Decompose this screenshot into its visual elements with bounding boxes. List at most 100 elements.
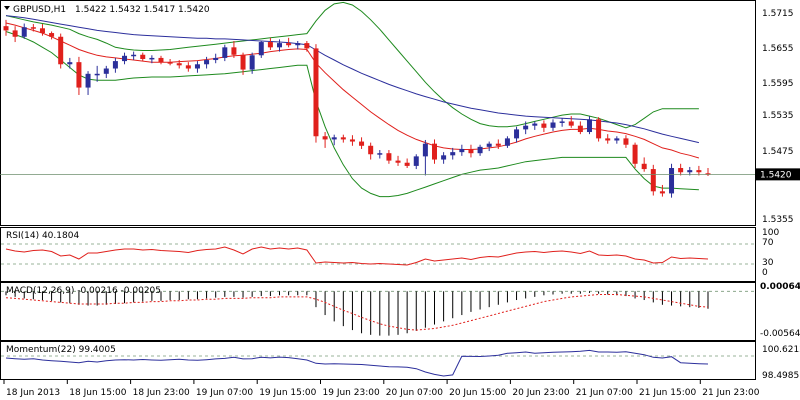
candle-body [249, 55, 255, 70]
macd-signal-line [5, 294, 709, 331]
candle-body [67, 62, 73, 65]
candle-body [541, 123, 547, 128]
candle-body [258, 42, 264, 56]
candle-body [359, 141, 365, 146]
rsi-series-line [5, 246, 709, 266]
candle-body [194, 64, 200, 69]
time-tick-label: 21 Jun 07:00 [576, 388, 633, 398]
time-tick-label: 20 Jun 23:00 [512, 388, 569, 398]
candle-body [267, 42, 273, 48]
candle-body [322, 136, 328, 140]
candle-body [331, 137, 337, 140]
momentum-panel[interactable] [0, 341, 756, 380]
bollinger-upper-band [5, 1, 699, 129]
time-axis: 18 Jun 2013 18 Jun 15:00 18 Jun 23:00 19 Ju… [3, 380, 760, 398]
candle-body [21, 27, 27, 37]
candle-body [240, 54, 246, 70]
candle-body [149, 57, 155, 60]
time-tick-label: 21 Jun 15:00 [639, 388, 696, 398]
candle-body [131, 54, 137, 57]
momentum-series-line [5, 349, 709, 377]
candle-body [85, 73, 91, 88]
candle-body [76, 62, 82, 88]
candle-body [523, 125, 529, 130]
macd-panel[interactable] [0, 282, 756, 341]
time-tick-label: 19 Jun 07:00 [196, 388, 253, 398]
macd-tick: -0.00564 [760, 329, 800, 339]
candle-body [477, 146, 483, 154]
candle-body [504, 138, 510, 146]
candle-body [368, 145, 374, 155]
rsi-tick: 100 [762, 228, 779, 238]
candle-body [669, 168, 675, 194]
candle-body [3, 26, 9, 31]
moving-average-fast [5, 22, 700, 159]
price-tick: 1.5715 [762, 9, 794, 19]
macd-tick: 0.00064 [760, 282, 800, 292]
time-tick-label: 18 Jun 2013 [6, 388, 60, 398]
current-price-tag [756, 168, 800, 181]
candle-body [167, 62, 173, 64]
candle-body [431, 143, 437, 160]
candle-body [349, 139, 355, 142]
candle-body [103, 68, 109, 74]
candle-body [559, 121, 565, 123]
moving-average-slow [5, 15, 700, 144]
candle-body [659, 191, 665, 194]
candle-body [404, 162, 410, 166]
candle-body [568, 121, 574, 126]
candle-body [413, 156, 419, 166]
time-tick-label: 18 Jun 15:00 [69, 388, 126, 398]
price-tick: 1.5535 [762, 111, 794, 121]
candle-body [632, 144, 638, 164]
candle-body [377, 153, 383, 155]
candle-body [687, 170, 693, 173]
rsi-panel[interactable] [0, 227, 756, 282]
time-tick-label: 20 Jun 07:00 [386, 388, 443, 398]
candle-body [304, 43, 310, 49]
macd-histogram [1, 290, 755, 336]
momentum-label: Momentum(22) 99.4005 [6, 345, 116, 355]
candle-body [605, 138, 611, 141]
candle-body [140, 54, 146, 59]
macd-label: MACD(12,26,9) -0.00216 -0.00205 [6, 286, 161, 296]
momentum-line [1, 349, 755, 377]
band-upper-line [5, 1, 699, 129]
rsi-tick: 70 [762, 238, 774, 248]
price-tick: 1.5475 [762, 147, 794, 157]
candle-body [185, 65, 191, 69]
candle-body [204, 60, 210, 65]
bollinger-lower-band [5, 31, 699, 198]
candle-body [395, 160, 401, 163]
chart-menu-arrow-icon[interactable] [4, 6, 10, 10]
rsi-line [5, 246, 709, 266]
current-price-label: 1.5420 [760, 170, 792, 180]
price-tick: 1.5595 [762, 79, 794, 89]
candle-body [532, 123, 538, 126]
candle-body [577, 125, 583, 133]
candle-body [514, 129, 520, 139]
price-tick: 1.5355 [762, 215, 794, 225]
candle-body [586, 119, 592, 133]
candle-body [641, 163, 647, 170]
candle-body [176, 63, 182, 66]
price-axis: 1.5715 1.5655 1.5595 1.5535 1.5475 1.535… [762, 9, 794, 225]
time-tick-label: 21 Jun 23:00 [702, 388, 759, 398]
candle-body [49, 33, 55, 37]
candle-body [550, 122, 556, 128]
main-panel[interactable] [0, 0, 756, 226]
momentum-tick: 98.4985 [762, 371, 799, 381]
candle-body [696, 170, 702, 173]
candle-body [277, 43, 283, 48]
ma-slow-line [5, 15, 700, 144]
candle-body [468, 148, 474, 154]
candle-body [340, 137, 346, 140]
macd-signal-series [5, 294, 709, 331]
ma-fast-line [5, 22, 700, 159]
candle-body [486, 143, 492, 147]
candle-body [441, 155, 447, 160]
chart-ohlc: 1.5422 1.5432 1.5417 1.5420 [75, 5, 210, 15]
momentum-tick: 100.6212 [762, 345, 800, 355]
candle-body [122, 55, 128, 62]
